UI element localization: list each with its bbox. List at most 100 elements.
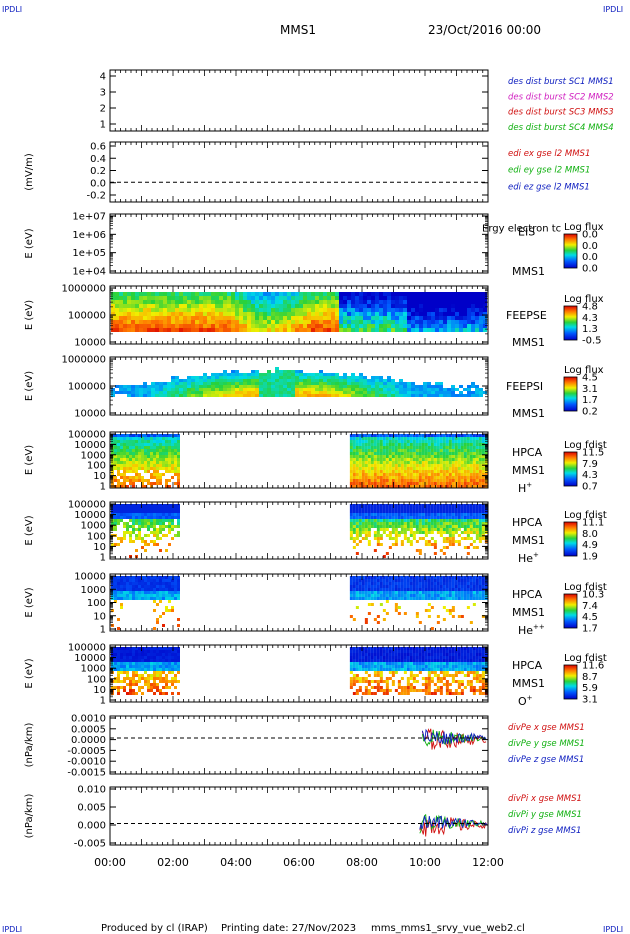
- spectro-cell: [427, 464, 431, 467]
- spectro-cell: [335, 382, 339, 385]
- spectro-cell: [439, 470, 443, 473]
- spectro-cell: [430, 473, 434, 476]
- spectro-cell: [481, 437, 485, 440]
- spectro-cell: [472, 473, 476, 476]
- spectro-cell: [255, 388, 259, 391]
- spectro-cell: [394, 458, 398, 461]
- spectro-cell: [459, 328, 463, 332]
- spectro-cell: [243, 379, 247, 382]
- spectro-cell: [358, 525, 362, 528]
- spectro-cell: [126, 479, 129, 482]
- spectro-cell: [117, 504, 120, 507]
- spectro-cell: [475, 531, 479, 534]
- spectro-cell: [472, 449, 476, 452]
- spectro-cell: [343, 316, 347, 320]
- spectro-cell: [448, 537, 452, 540]
- spectro-cell: [400, 461, 404, 464]
- spectro-cell: [427, 482, 431, 485]
- spectro-cell: [382, 510, 386, 513]
- spectro-cell: [355, 513, 359, 516]
- spectro-cell: [391, 479, 395, 482]
- spectro-cell: [207, 316, 211, 320]
- spectro-cell: [406, 464, 410, 467]
- spectro-cell: [436, 458, 440, 461]
- edi-y-tick-label: 0.0: [90, 178, 106, 189]
- spectro-cell: [454, 458, 458, 461]
- spectro-cell: [343, 300, 347, 304]
- spectro-cell: [235, 300, 239, 304]
- spectro-cell: [388, 510, 392, 513]
- spectro-cell: [191, 292, 195, 296]
- spectro-cell: [363, 316, 367, 320]
- spectro-cell: [243, 324, 247, 328]
- spectro-cell: [431, 394, 435, 397]
- spectro-cell: [394, 440, 398, 443]
- spectro-cell: [259, 316, 263, 320]
- footer-printing-date: Printing date: 27/Nov/2023: [221, 923, 356, 934]
- spectro-cell: [475, 300, 479, 304]
- spectro-cell: [419, 296, 423, 300]
- spectro-cell: [409, 510, 413, 513]
- spectro-cell: [335, 373, 339, 376]
- spectro-cell: [430, 437, 434, 440]
- spectro-cell: [379, 464, 383, 467]
- spectro-cell: [467, 385, 471, 388]
- spectro-cell: [423, 312, 427, 316]
- spectro-cell: [454, 513, 458, 516]
- spectro-cell: [174, 513, 177, 516]
- spectro-cell: [174, 473, 177, 476]
- spectro-cell: [144, 485, 147, 488]
- spectro-cell: [407, 312, 411, 316]
- spectro-cell: [427, 320, 431, 324]
- spectro-cell: [397, 464, 401, 467]
- spectro-cell: [153, 540, 156, 543]
- spectro-cell: [442, 482, 446, 485]
- spectro-cell: [361, 461, 365, 464]
- spectro-cell: [291, 379, 295, 382]
- spectro-cell: [167, 328, 171, 332]
- spectro-cell: [418, 443, 422, 446]
- spectro-cell: [455, 328, 459, 332]
- spectro-cell: [433, 552, 437, 555]
- spectro-cell: [431, 312, 435, 316]
- spectro-cell: [223, 296, 227, 300]
- spectro-cell: [162, 507, 165, 510]
- spectro-cell: [457, 513, 461, 516]
- spectro-cell: [156, 452, 159, 455]
- spectro-cell: [409, 467, 413, 470]
- spectro-cell: [427, 507, 431, 510]
- edi-legend-1: edi ex gse l2 MMS1: [508, 149, 590, 159]
- spectro-cell: [448, 528, 452, 531]
- spectro-cell: [427, 316, 431, 320]
- spectro-cell: [451, 458, 455, 461]
- spectro-cell: [159, 385, 163, 388]
- spectro-cell: [187, 382, 191, 385]
- spectro-cell: [153, 504, 156, 507]
- spectro-cell: [355, 543, 359, 546]
- spectro-cell: [203, 308, 207, 312]
- spectro-cell: [231, 376, 235, 379]
- spectro-cell: [412, 458, 416, 461]
- spectro-cell: [478, 446, 482, 449]
- spectro-cell: [120, 513, 123, 516]
- spectro-cell: [484, 470, 488, 473]
- spectro-cell: [394, 510, 398, 513]
- spectro-cell: [167, 385, 171, 388]
- spectro-cell: [179, 320, 183, 324]
- spectro-cell: [150, 522, 153, 525]
- spectro-cell: [159, 446, 162, 449]
- spectro-cell: [367, 443, 371, 446]
- spectro-cell: [183, 394, 187, 397]
- spectro-cell: [382, 470, 386, 473]
- spectro-cell: [424, 528, 428, 531]
- spectro-cell: [263, 328, 267, 332]
- spectro-cell: [463, 446, 467, 449]
- spectro-cell: [177, 479, 180, 482]
- spectro-cell: [343, 328, 347, 332]
- spectro-cell: [388, 446, 392, 449]
- spectro-cell: [147, 479, 150, 482]
- spectro-cell: [447, 300, 451, 304]
- spectro-cell: [431, 292, 435, 296]
- spectro-cell: [439, 479, 443, 482]
- spectro-cell: [451, 525, 455, 528]
